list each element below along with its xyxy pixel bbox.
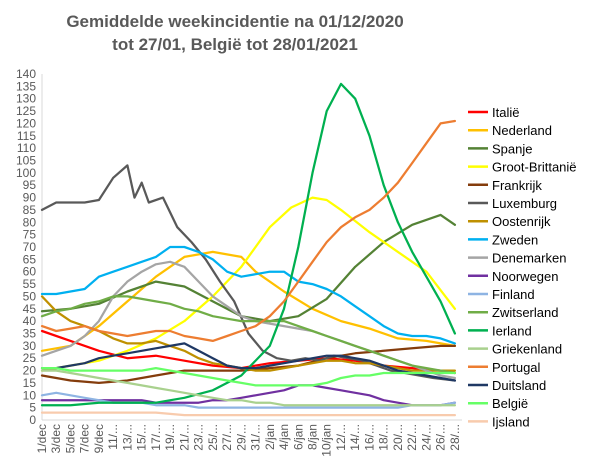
chart-title-line-1: Gemiddelde weekincidentie na 01/12/2020	[66, 12, 404, 31]
legend-label: Zwitserland	[492, 305, 558, 320]
legend-label: Luxemburg	[492, 196, 557, 211]
chart-title: Gemiddelde weekincidentie na 01/12/2020 …	[0, 10, 470, 56]
y-tick-label: 135	[16, 79, 36, 93]
series-line-0	[40, 329, 457, 375]
chart-title-line-2: tot 27/01, België tot 28/01/2021	[112, 35, 358, 54]
x-tick-label: 3/dec	[49, 424, 63, 453]
legend-label: Frankrijk	[492, 178, 542, 193]
series-line-16	[40, 366, 457, 387]
x-tick-label: 16/...	[362, 424, 376, 451]
y-tick-label: 105	[16, 154, 36, 168]
x-tick-label: 12/...	[334, 424, 348, 451]
y-tick-label: 0	[29, 413, 36, 427]
y-tick-label: 90	[23, 191, 37, 205]
x-tick-label: 21/...	[177, 424, 191, 451]
x-tick-label: 25/...	[206, 424, 220, 451]
y-tick-label: 125	[16, 104, 36, 118]
y-tick-label: 15	[23, 376, 37, 390]
y-tick-label: 50	[23, 289, 37, 303]
legend-label: Griekenland	[492, 342, 562, 357]
x-tick-label: 11/...	[106, 424, 120, 450]
series-line-11	[40, 295, 457, 375]
legend-label: Ierland	[492, 323, 532, 338]
y-tick-label: 45	[23, 302, 37, 316]
series-line-8	[40, 260, 457, 380]
y-tick-label: 55	[23, 277, 37, 291]
y-tick-label: 40	[23, 314, 37, 328]
series-line-9	[40, 384, 457, 407]
series-line-2	[40, 213, 457, 323]
y-tick-label: 35	[23, 327, 37, 341]
y-tick-label: 140	[16, 67, 36, 81]
x-tick-label: 9/dec	[92, 424, 106, 453]
y-tick-label: 95	[23, 178, 37, 192]
x-tick-label: 15/...	[135, 424, 149, 451]
y-tick-label: 25	[23, 351, 37, 365]
y-tick-label: 10	[23, 388, 37, 402]
x-tick-label: 19/...	[163, 424, 177, 451]
x-tick-label: 26/...	[434, 424, 448, 451]
legend-label: Portugal	[492, 360, 541, 375]
legend-label: Zweden	[492, 232, 538, 247]
y-tick-label: 75	[23, 228, 37, 242]
x-tick-label: 28/...	[448, 424, 462, 451]
x-tick-label: 29/...	[234, 424, 248, 451]
series-line-17	[40, 411, 457, 417]
x-tick-label: 27/...	[220, 424, 234, 451]
x-tick-label: 18/...	[377, 424, 391, 451]
legend-label: Noorwegen	[492, 269, 559, 284]
series-line-5	[40, 164, 457, 382]
x-tick-label: 7/dec	[78, 424, 92, 453]
legend-label: Duitsland	[492, 378, 546, 393]
series-line-1	[40, 250, 457, 352]
legend-label: Groot-Brittanië	[492, 160, 577, 175]
x-tick-label: 6/jan	[291, 424, 305, 450]
y-tick-label: 30	[23, 339, 37, 353]
y-tick-label: 100	[16, 166, 36, 180]
y-tick-label: 110	[17, 141, 36, 155]
x-tick-label: 31/...	[249, 424, 263, 451]
legend-label: Ijsland	[492, 414, 530, 429]
x-tick-label: 14/...	[348, 424, 362, 451]
series-line-4	[40, 344, 457, 385]
legend-label: Oostenrijk	[492, 214, 551, 229]
y-tick-label: 20	[23, 364, 37, 378]
legend-label: Nederland	[492, 123, 552, 138]
y-tick-label: 115	[17, 129, 36, 143]
legend-label: Denemarken	[492, 251, 566, 266]
x-tick-label: 24/...	[419, 424, 433, 451]
x-tick-label: 17/...	[149, 424, 163, 451]
y-tick-label: 70	[23, 240, 37, 254]
x-tick-label: 22/...	[405, 424, 419, 451]
series-line-3	[40, 196, 457, 372]
series-line-7	[40, 245, 457, 345]
x-tick-label: 1/dec	[35, 424, 49, 453]
y-tick-label: 85	[23, 203, 37, 217]
y-tick-label: 65	[23, 252, 37, 266]
series-line-12	[40, 82, 457, 407]
legend-label: Spanje	[492, 141, 532, 156]
x-tick-label: 20/...	[391, 424, 405, 451]
series-line-15	[40, 342, 457, 382]
x-tick-label: 2/jan	[263, 424, 277, 450]
y-tick-label: 5	[29, 401, 36, 415]
x-tick-label: 10/jan	[320, 424, 334, 457]
legend-label: Finland	[492, 287, 535, 302]
series-line-13	[40, 369, 457, 407]
x-tick-label: 8/jan	[306, 424, 320, 450]
x-tick-label: 4/jan	[277, 424, 291, 450]
x-tick-label: 13/...	[120, 424, 134, 451]
legend-label: België	[492, 396, 528, 411]
y-tick-label: 130	[16, 92, 36, 106]
y-tick-label: 80	[23, 215, 37, 229]
x-tick-label: 23/...	[192, 424, 206, 451]
series-line-14	[40, 119, 457, 343]
x-tick-label: 5/dec	[63, 424, 77, 453]
y-tick-label: 60	[23, 265, 37, 279]
y-tick-label: 120	[16, 116, 36, 130]
legend-label: Italië	[492, 105, 519, 120]
